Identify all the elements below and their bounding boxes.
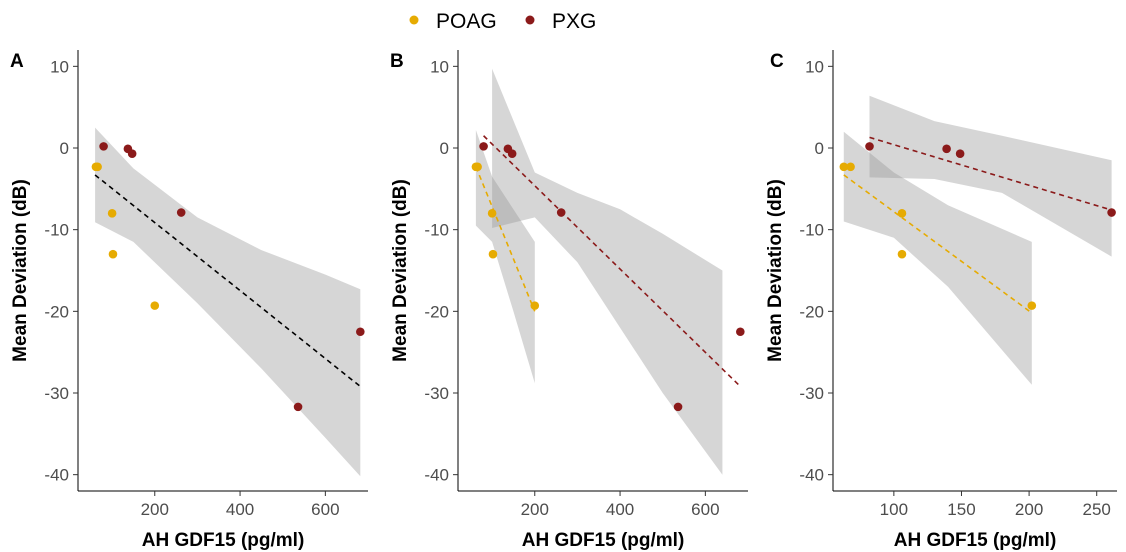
x-tick-label: 200 [1015, 500, 1043, 519]
panel-tag-b: B [390, 51, 404, 72]
y-tick-label: 10 [805, 57, 824, 76]
confidence-band-1 [843, 131, 1032, 385]
chart-legend: POAG PXG [409, 10, 596, 33]
point-pxg [127, 149, 137, 159]
legend-label-pxg: PXG [552, 10, 596, 33]
confidence-band-1 [95, 127, 361, 477]
x-tick-label: 600 [311, 500, 339, 519]
panel-b: 10 0 -10 -20 -30 -40 200 400 600 AH GDF15 (pg/ml)… [390, 50, 748, 551]
x-tick-label: 400 [226, 500, 254, 519]
x-tick-label: 600 [691, 500, 719, 519]
legend-label-poag: POAG [436, 10, 497, 33]
point-pxg [99, 142, 108, 151]
point-poag [530, 301, 540, 310]
x-tick-label: 250 [1083, 500, 1111, 519]
point-poag [897, 209, 907, 218]
point-poag [107, 209, 117, 218]
point-pxg [736, 327, 745, 337]
panel-a: 10 0 -10 -20 -30 -40 200 400 600 AH GDF15 (pg/ml)… [10, 50, 368, 551]
y-tick-label: 0 [815, 139, 824, 158]
point-pxg [556, 208, 566, 217]
panel-tag-a: A [10, 51, 24, 72]
x-axis-title: AH GDF15 (pg/ml) [522, 530, 685, 551]
point-poag [897, 249, 907, 259]
point-poag [488, 249, 498, 259]
y-tick-label: -30 [44, 384, 69, 403]
point-poag [473, 162, 482, 172]
x-tick-label: 400 [606, 500, 634, 519]
legend-swatch-poag [409, 15, 419, 25]
y-tick-label: -40 [424, 466, 449, 485]
regression-line-2 [483, 135, 741, 388]
regression-line-1 [475, 166, 536, 312]
y-tick-label: -10 [424, 221, 449, 240]
point-pxg [479, 142, 488, 151]
y-tick-label: -20 [424, 302, 449, 321]
x-axis-title: AH GDF15 (pg/ml) [894, 530, 1057, 551]
y-axis-title: Mean Deviation (dB) [765, 179, 786, 362]
y-tick-label: -10 [799, 221, 824, 240]
y-axis-title: Mean Deviation (dB) [10, 179, 31, 362]
y-tick-label: -30 [424, 384, 449, 403]
y-tick-label: -40 [44, 466, 69, 485]
point-pxg [955, 149, 965, 159]
point-pxg [865, 142, 874, 151]
point-poag [839, 162, 849, 172]
y-tick-label: 0 [60, 139, 69, 158]
regression-line-1 [843, 174, 1033, 314]
point-pxg [507, 149, 517, 159]
point-poag [846, 162, 855, 172]
point-pxg [1107, 208, 1116, 217]
point-pxg [176, 208, 186, 217]
confidence-band-1 [475, 130, 535, 384]
point-poag [93, 162, 102, 172]
regression-line-2 [869, 136, 1112, 211]
x-axis-title: AH GDF15 (pg/ml) [142, 530, 305, 551]
point-pxg [942, 144, 951, 154]
panel-tag-c: C [770, 51, 784, 72]
point-poag [1027, 301, 1037, 310]
y-tick-label: 10 [50, 57, 69, 76]
confidence-band-2 [869, 95, 1112, 257]
point-pxg [673, 402, 683, 412]
y-tick-label: -20 [44, 302, 69, 321]
legend-swatch-pxg [525, 15, 535, 25]
point-poag [108, 249, 118, 259]
y-tick-label: 0 [440, 139, 449, 158]
x-tick-label: 200 [521, 500, 549, 519]
point-pxg [293, 402, 303, 412]
point-poag [150, 301, 160, 310]
y-tick-label: 10 [430, 57, 449, 76]
y-tick-label: -10 [44, 221, 69, 240]
point-pxg [356, 327, 365, 337]
y-tick-label: -40 [799, 466, 824, 485]
y-tick-label: -30 [799, 384, 824, 403]
x-tick-label: 150 [947, 500, 975, 519]
x-tick-label: 100 [880, 500, 908, 519]
y-tick-label: -20 [799, 302, 824, 321]
point-poag [487, 209, 497, 218]
x-tick-label: 200 [141, 500, 169, 519]
regression-line-1 [94, 174, 361, 388]
y-axis-title: Mean Deviation (dB) [390, 179, 411, 362]
confidence-band-2 [492, 68, 723, 475]
